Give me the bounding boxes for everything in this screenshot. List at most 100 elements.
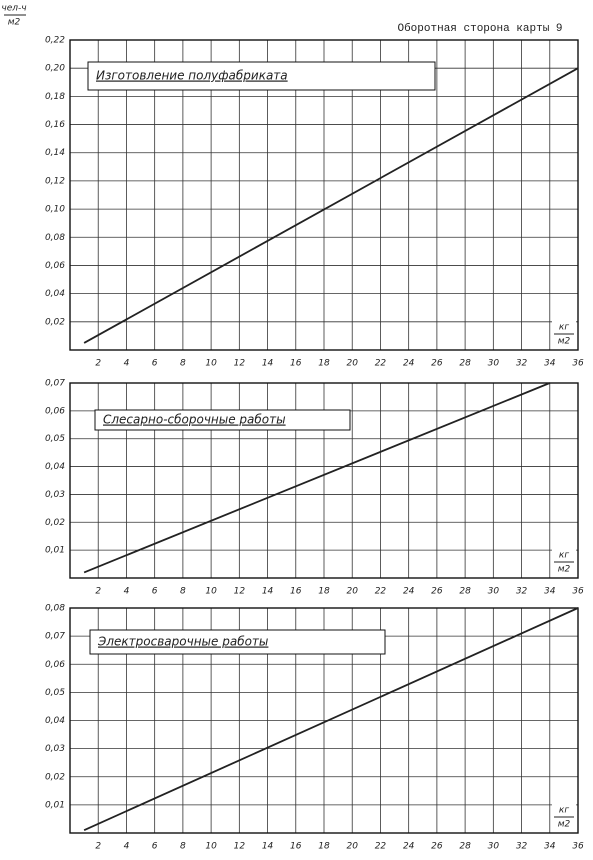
y-tick-label: 0,05	[45, 434, 65, 444]
x-tick-label: 14	[262, 587, 274, 597]
y-tick-label: 0,06	[45, 261, 65, 271]
x-tick-label: 6	[152, 842, 158, 852]
y-tick-label: 0,03	[45, 744, 65, 754]
y-tick-label: 0,16	[45, 120, 65, 130]
y-tick-label: 0,18	[45, 92, 65, 102]
x-tick-label: 10	[205, 842, 217, 852]
x-tick-label: 16	[290, 587, 302, 597]
y-tick-label: 0,07	[45, 379, 65, 389]
x-tick-label: 30	[488, 359, 500, 369]
x-tick-label: 12	[234, 587, 246, 597]
x-tick-label: 34	[544, 842, 556, 852]
y-tick-label: 0,04	[45, 289, 65, 299]
chart-title: Изготовление полуфабриката	[96, 69, 288, 83]
x-tick-label: 28	[459, 587, 471, 597]
y-tick-label: 0,06	[45, 406, 65, 416]
x-tick-label: 20	[346, 587, 358, 597]
y-tick-label: 0,06	[45, 660, 65, 670]
x-tick-label: 20	[346, 842, 358, 852]
x-tick-label: 6	[152, 587, 158, 597]
x-tick-label: 14	[262, 359, 274, 369]
x-tick-label: 4	[124, 359, 130, 369]
y-tick-label: 0,02	[45, 317, 65, 327]
x-tick-label: 32	[516, 842, 528, 852]
y-tick-label: 0,10	[45, 205, 65, 215]
x-tick-label: 26	[431, 587, 443, 597]
x-unit: кг	[559, 323, 569, 333]
x-tick-label: 4	[124, 587, 130, 597]
x-tick-label: 2	[95, 842, 101, 852]
x-tick-label: 34	[544, 587, 556, 597]
x-tick-label: 10	[205, 587, 217, 597]
y-tick-label: 0,08	[45, 233, 65, 243]
chart-title: Слесарно-сборочные работы	[103, 413, 286, 427]
x-tick-label: 8	[180, 842, 186, 852]
x-tick-label: 30	[488, 587, 500, 597]
plot-frame	[69, 382, 579, 579]
x-unit: м2	[558, 337, 571, 347]
label-box	[94, 409, 351, 431]
x-tick-label: 26	[431, 842, 443, 852]
x-unit: кг	[559, 806, 569, 816]
y-tick-label: 0,04	[45, 462, 65, 472]
y-tick-label: 0,12	[45, 176, 65, 186]
y-tick-label: 0,01	[45, 800, 65, 810]
x-tick-label: 8	[180, 359, 186, 369]
x-tick-label: 8	[180, 587, 186, 597]
x-tick-label: 26	[431, 359, 443, 369]
x-tick-label: 12	[234, 842, 246, 852]
x-tick-label: 2	[95, 359, 101, 369]
x-tick-label: 20	[346, 359, 358, 369]
y-tick-label: 0,08	[45, 604, 65, 614]
label-box	[89, 629, 386, 655]
y-unit: чел-ч	[1, 4, 26, 14]
x-tick-label: 28	[459, 842, 471, 852]
x-tick-label: 22	[375, 359, 387, 369]
page-title: Оборотная сторона карты 9	[397, 22, 562, 35]
y-tick-label: 0,14	[45, 148, 65, 158]
y-tick-label: 0,04	[45, 716, 65, 726]
x-tick-label: 6	[152, 359, 158, 369]
x-tick-label: 14	[262, 842, 274, 852]
y-tick-label: 0,05	[45, 688, 65, 698]
chart-title: Электросварочные работы	[97, 635, 268, 649]
x-tick-label: 4	[124, 842, 130, 852]
y-tick-label: 0,20	[45, 64, 65, 74]
x-unit: кг	[559, 551, 569, 561]
label-box	[87, 61, 436, 91]
x-tick-label: 30	[488, 842, 500, 852]
x-tick-label: 28	[459, 359, 471, 369]
x-tick-label: 18	[318, 587, 330, 597]
x-tick-label: 18	[318, 359, 330, 369]
x-tick-label: 18	[318, 842, 330, 852]
series-line	[83, 607, 579, 832]
x-tick-label: 36	[572, 359, 584, 369]
x-tick-label: 32	[516, 587, 528, 597]
plot-frame	[69, 607, 579, 834]
y-tick-label: 0,07	[45, 632, 65, 642]
x-tick-label: 32	[516, 359, 528, 369]
x-unit: м2	[558, 820, 571, 830]
x-tick-label: 12	[234, 359, 246, 369]
y-tick-label: 0,22	[45, 36, 65, 46]
x-tick-label: 2	[95, 587, 101, 597]
x-tick-label: 22	[375, 842, 387, 852]
x-tick-label: 10	[205, 359, 217, 369]
y-unit: м2	[8, 18, 21, 28]
x-tick-label: 22	[375, 587, 387, 597]
series-line	[83, 67, 579, 344]
x-tick-label: 16	[290, 359, 302, 369]
x-tick-label: 36	[572, 587, 584, 597]
x-tick-label: 36	[572, 842, 584, 852]
plot-frame	[69, 39, 579, 351]
y-tick-label: 0,01	[45, 546, 65, 556]
x-tick-label: 34	[544, 359, 556, 369]
x-tick-label: 16	[290, 842, 302, 852]
y-tick-label: 0,02	[45, 518, 65, 528]
series-line	[83, 382, 551, 574]
x-unit: м2	[558, 565, 571, 575]
x-tick-label: 24	[403, 842, 415, 852]
y-tick-label: 0,02	[45, 772, 65, 782]
x-tick-label: 24	[403, 359, 415, 369]
